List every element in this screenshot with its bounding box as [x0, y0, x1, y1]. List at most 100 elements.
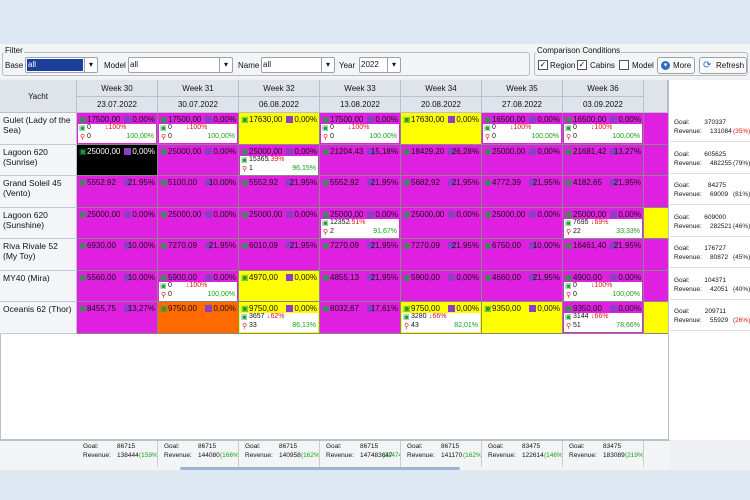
booking-cell[interactable]: ▣ 5552,92 21,95%	[77, 176, 158, 208]
booked-value: 0	[573, 124, 577, 131]
name-value: all	[263, 60, 272, 69]
price-icon: ▣	[241, 146, 249, 156]
revenue-value: 122614	[522, 452, 544, 459]
booked-icon: ▣	[241, 156, 248, 164]
dropdown-arrow: ▾	[321, 58, 334, 72]
week-totals: Goal: 86715 Revenue: 140958 (162%)	[239, 441, 320, 467]
cell-discount: 0,00%	[456, 115, 479, 124]
booking-cell[interactable]: ▣ 8455,75 13,27%	[77, 302, 158, 334]
booking-cell[interactable]: ▣ 5560,00 10,00%	[77, 270, 158, 302]
booking-cell[interactable]: ▣ 25000,00 0,00%	[482, 144, 563, 176]
cell-price: 25000,00	[87, 146, 121, 156]
cell-discount: 0,00%	[132, 115, 155, 124]
booking-cell[interactable]: ▣ 7270,09 21,95%	[401, 239, 482, 271]
revenue-value: 147483647	[360, 452, 393, 459]
booking-cell[interactable]: ▣ 17630,00 0,00%	[401, 113, 482, 145]
booking-cell[interactable]: ▣ 9750,00 0,00% ▣ 3657 ↓62% ⚲ 33 86,13%	[239, 302, 320, 334]
discount-icon	[610, 116, 617, 123]
revenue-label: Revenue:	[674, 191, 702, 198]
booking-cell[interactable]: ▣ 7270,09 21,95%	[158, 239, 239, 271]
booking-cell[interactable]: ▣ 5552,92 21,95%	[239, 176, 320, 208]
booking-cell[interactable]: ▣ 17630,00 0,00%	[239, 113, 320, 145]
booking-cell[interactable]: ▣ 4772,39 21,95%	[482, 176, 563, 208]
booking-cell[interactable]: ▣ 9350,00 0,00%	[482, 302, 563, 334]
booking-cell[interactable]: ▣ 25000,00 0,00%	[77, 144, 158, 176]
booking-cell[interactable]: ▣ 7270,09 21,95%	[320, 239, 401, 271]
name-select[interactable]: all ▾	[261, 57, 335, 73]
price-icon: ▣	[565, 304, 573, 313]
booking-cell[interactable]: ▣ 4182,65 21,95%	[563, 176, 644, 208]
week-totals: Goal: 83475 Revenue: 122614 (146%)	[482, 441, 563, 467]
booked-change: ↓66%	[429, 313, 447, 320]
cell-price: 16500,00	[573, 115, 607, 124]
yacht-name: MY40 (Mira)	[0, 270, 77, 302]
price-icon: ▣	[565, 146, 573, 156]
booking-cell[interactable]: ▣ 21204,43 15,18%	[320, 144, 401, 176]
booking-cell[interactable]: ▣ 17500,00 0,00% ▣ 0 ↓100% ⚲ 0 100,00%	[77, 113, 158, 145]
booking-cell[interactable]: ▣ 5900,00 0,00%	[401, 270, 482, 302]
booking-cell[interactable]: ▣ 6010,09 21,95%	[239, 239, 320, 271]
week-header	[644, 80, 668, 113]
cell-discount: 21,95%	[370, 241, 398, 250]
model-checkbox[interactable]	[619, 60, 629, 70]
booking-cell[interactable]: ▣ 16500,00 0,00% ▣ 0 ↓100% ⚲ 0 100,00%	[563, 113, 644, 145]
discount-icon	[367, 242, 374, 249]
cell-discount: 0,00%	[132, 146, 155, 156]
booking-cell[interactable]: ▣ 25000,00 0,00%	[482, 207, 563, 239]
yacht-totals: Goal: 176727 Revenue: 80872 (45%)	[670, 243, 750, 268]
booking-cell[interactable]: ▣ 25000,00 0,00%	[77, 207, 158, 239]
booking-cell[interactable]: ▣ 4660,00 21,95%	[482, 270, 563, 302]
region-checkbox[interactable]: ✓	[538, 60, 548, 70]
booking-cell[interactable]: ▣ 18429,20 26,28%	[401, 144, 482, 176]
booking-cell[interactable]: ▣ 25000,00 0,00%	[401, 207, 482, 239]
booking-cell[interactable]: ▣ 5552,92 21,95%	[320, 176, 401, 208]
booking-cell[interactable]: ▣ 25000,00 0,00% ▣ 12352 ↓51% ⚲ 2 91,67%	[320, 207, 401, 239]
booking-cell[interactable]: ▣ 4900,00 0,00% ▣ 0 ↓100% ⚲ 0 100,00%	[563, 270, 644, 302]
year-select[interactable]: 2022 ▾	[359, 57, 401, 73]
booking-cell[interactable]: ▣ 6930,00 10,00%	[77, 239, 158, 271]
booking-cell[interactable]: ▣ 4855,13 21,95%	[320, 270, 401, 302]
booking-cell[interactable]: ▣ 5100,00 10,00%	[158, 176, 239, 208]
booking-cell[interactable]: ▣ 25000,00 0,00% ▣ 7695 ↓69% ⚲ 22 33,33%	[563, 207, 644, 239]
cell-price: 5900,00	[411, 272, 440, 282]
pin-icon: ⚲	[242, 323, 248, 330]
booking-cell[interactable]: ▣ 16500,00 0,00% ▣ 0 ↓100% ⚲ 0 100,00%	[482, 113, 563, 145]
booking-cell[interactable]: ▣ 17500,00 0,00% ▣ 0 ↓100% ⚲ 0 100,00%	[320, 113, 401, 145]
booking-cell[interactable]: ▣ 16461,40 21,95%	[563, 239, 644, 271]
booking-cell[interactable]: ▣ 17500,00 0,00% ▣ 0 ↓100% ⚲ 0 100,00%	[158, 113, 239, 145]
booking-cell[interactable]: ▣ 4970,00 0,00%	[239, 270, 320, 302]
cell-discount: 21,95%	[532, 272, 560, 282]
pin-icon: ⚲	[404, 323, 410, 330]
booking-cell[interactable]: ▣ 9750,00 0,00%	[158, 302, 239, 334]
discount-icon	[610, 179, 617, 186]
discount-icon	[448, 305, 455, 312]
booked-value: 3144	[573, 313, 589, 320]
cell-price: 25000,00	[249, 209, 283, 219]
booking-cell[interactable]: ▣ 5682,92 21,95%	[401, 176, 482, 208]
booking-cell[interactable]: ▣ 21681,42 13,27%	[563, 144, 644, 176]
goal-value: 86715	[441, 443, 460, 450]
booking-cell[interactable]: ▣ 25000,00 0,00%	[239, 207, 320, 239]
weeks-value: 0	[87, 133, 91, 140]
cell-discount: 13,27%	[613, 146, 641, 156]
cabins-checkbox[interactable]: ✓	[577, 60, 587, 70]
refresh-button[interactable]: ⟳ Refresh	[699, 57, 747, 74]
booking-cell[interactable]: ▣ 25000,00 0,00%	[158, 144, 239, 176]
discount-icon	[367, 147, 374, 155]
booking-cell[interactable]: ▣ 25000,00 0,00% ▣ 15365 ↓39% ⚲ 1 96,15%	[239, 144, 320, 176]
booking-cell[interactable]: ▣ 9350,00 0,00% ▣ 3144 ↓66% ⚲ 51 78,66%	[563, 302, 644, 334]
booked-icon: ▣	[241, 314, 248, 321]
base-select[interactable]: all ▾	[25, 57, 98, 73]
region-label: Region	[550, 61, 576, 70]
more-button[interactable]: ▾ More	[657, 57, 695, 74]
cell-price: 17500,00	[87, 115, 121, 124]
booking-cell[interactable]: ▣ 6750,00 10,00%	[482, 239, 563, 271]
booking-cell[interactable]: ▣ 5900,00 0,00% ▣ 0 ↓100% ⚲ 0 100,00%	[158, 270, 239, 302]
weeks-value: 1	[249, 164, 253, 172]
booking-cell[interactable]: ▣ 25000,00 0,00%	[158, 207, 239, 239]
booking-cell[interactable]: ▣ 8032,67 17,61%	[320, 302, 401, 334]
model-select[interactable]: all ▾	[128, 57, 233, 73]
booking-cell[interactable]: ▣ 9750,00 0,00% ▣ 3280 ↓66% ⚲ 43 82,01%	[401, 302, 482, 334]
base-label: Base	[5, 61, 24, 70]
